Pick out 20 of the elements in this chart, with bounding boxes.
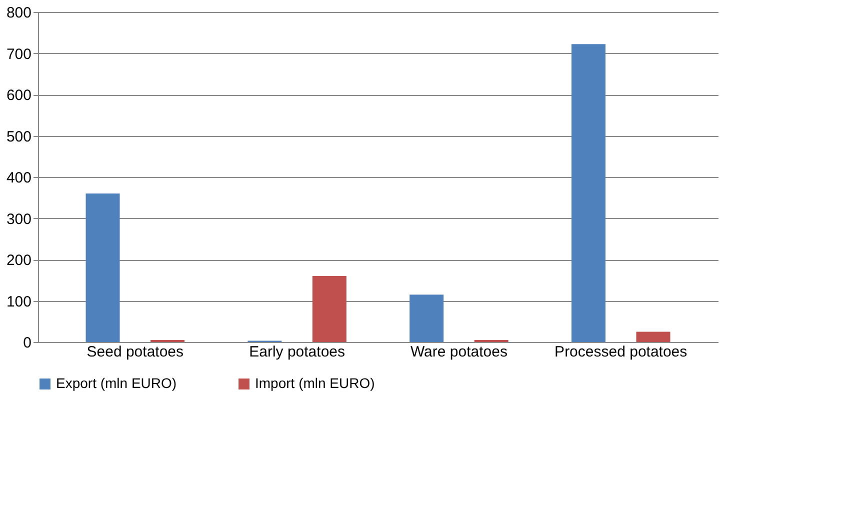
x-tick-label: Seed potatoes: [86, 344, 184, 360]
y-tick-label: 800: [6, 4, 32, 22]
y-tick-label: 0: [23, 334, 32, 352]
y-tick-label: 400: [6, 170, 32, 186]
bar: [312, 276, 346, 342]
legend-label: Export (mln EURO): [56, 375, 177, 391]
y-tick-label: 100: [6, 293, 32, 310]
y-tick-label: 500: [6, 128, 32, 146]
bar: [86, 194, 120, 342]
y-tick-label: 300: [6, 210, 32, 228]
x-tick-label: Early potatoes: [249, 344, 345, 360]
legend-label: Import (mln EURO): [255, 375, 375, 391]
x-tick-label: Processed potatoes: [554, 344, 688, 360]
x-tick-label: Ware potatoes: [410, 344, 508, 360]
bar: [410, 294, 444, 342]
bar: [571, 44, 606, 342]
bar: [636, 332, 670, 342]
y-tick-label: 700: [6, 46, 32, 63]
y-tick-label: 600: [6, 87, 32, 104]
y-tick-label: 200: [6, 252, 32, 269]
